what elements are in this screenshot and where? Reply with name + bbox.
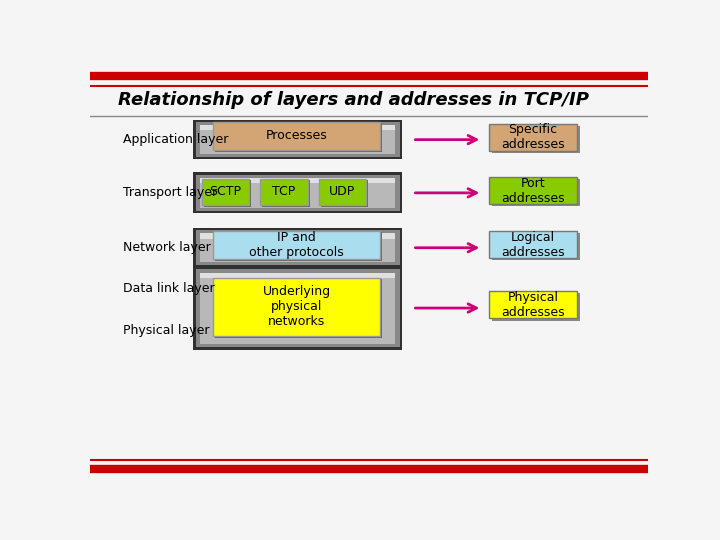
FancyBboxPatch shape [200,273,395,344]
FancyBboxPatch shape [213,122,380,150]
FancyBboxPatch shape [492,294,580,321]
FancyBboxPatch shape [492,126,580,153]
FancyBboxPatch shape [200,178,395,183]
FancyBboxPatch shape [319,179,366,205]
FancyBboxPatch shape [196,230,400,265]
FancyBboxPatch shape [200,125,395,131]
FancyBboxPatch shape [215,124,382,152]
FancyBboxPatch shape [489,231,577,258]
FancyBboxPatch shape [196,174,400,211]
Text: Data link layer: Data link layer [124,282,215,295]
FancyBboxPatch shape [200,233,395,262]
Text: Underlying
physical
networks: Underlying physical networks [262,285,330,328]
Text: Relationship of layers and addresses in TCP/IP: Relationship of layers and addresses in … [118,91,589,109]
FancyBboxPatch shape [200,125,395,154]
FancyBboxPatch shape [492,179,580,206]
Text: Application layer: Application layer [124,133,229,146]
FancyBboxPatch shape [492,233,580,260]
Text: TCP: TCP [272,185,295,198]
FancyBboxPatch shape [489,124,577,151]
Text: Processes: Processes [266,130,328,143]
FancyBboxPatch shape [215,232,382,261]
Text: Network layer: Network layer [124,241,211,254]
FancyBboxPatch shape [262,180,310,207]
FancyBboxPatch shape [193,172,402,213]
FancyBboxPatch shape [489,177,577,204]
FancyBboxPatch shape [213,278,380,336]
Text: Logical
addresses: Logical addresses [501,231,565,259]
FancyBboxPatch shape [202,179,249,205]
Text: Transport layer: Transport layer [124,186,217,199]
FancyBboxPatch shape [193,228,402,267]
Text: IP and
other protocols: IP and other protocols [249,231,344,259]
Text: Specific
addresses: Specific addresses [501,123,565,151]
Text: SCTP: SCTP [210,185,241,198]
FancyBboxPatch shape [321,180,369,207]
FancyBboxPatch shape [200,273,395,278]
FancyBboxPatch shape [213,231,380,259]
FancyBboxPatch shape [200,233,395,239]
Text: UDP: UDP [329,185,356,198]
Text: Physical
addresses: Physical addresses [501,291,565,319]
FancyBboxPatch shape [489,292,577,319]
FancyBboxPatch shape [196,122,400,157]
FancyBboxPatch shape [200,178,395,208]
FancyBboxPatch shape [193,120,402,159]
FancyBboxPatch shape [215,279,382,338]
FancyBboxPatch shape [196,269,400,347]
Text: Physical layer: Physical layer [124,325,210,338]
FancyBboxPatch shape [204,180,251,207]
FancyBboxPatch shape [260,179,307,205]
FancyBboxPatch shape [193,267,402,349]
Text: Port
addresses: Port addresses [501,177,565,205]
